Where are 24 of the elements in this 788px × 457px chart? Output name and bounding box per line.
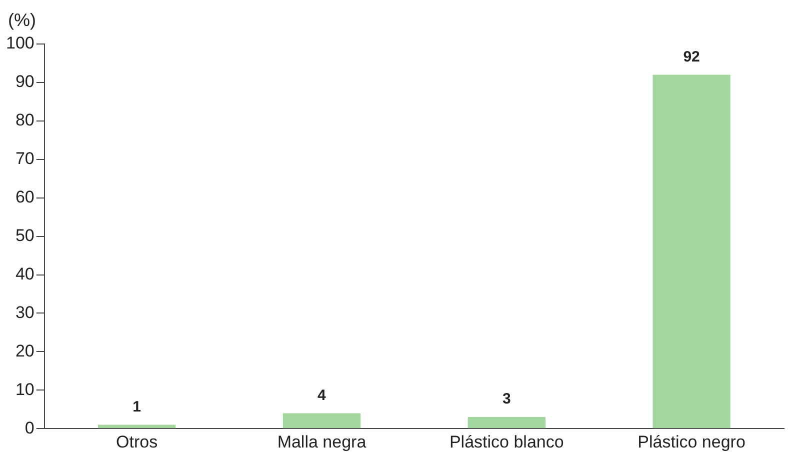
y-axis-title: (%) [8, 10, 36, 30]
bar [282, 413, 361, 428]
y-tick-label: 20 [15, 341, 34, 360]
y-tick-label: 70 [15, 149, 34, 168]
data-label: 4 [318, 386, 327, 404]
data-label: 3 [502, 390, 511, 408]
bar [98, 424, 176, 428]
data-label: 1 [132, 398, 141, 416]
bar [652, 74, 730, 428]
y-tick-label: 50 [15, 226, 34, 245]
x-tick-label: Plástico negro [638, 432, 746, 452]
y-tick-label: 90 [15, 72, 34, 92]
y-tick-label: 60 [15, 188, 34, 207]
y-tick-label: 0 [24, 418, 34, 438]
y-tick-label: 30 [15, 302, 34, 322]
x-tick-label: Otros [116, 432, 158, 452]
data-label: 92 [683, 48, 700, 66]
x-tick-label: Plástico blanco [449, 432, 564, 452]
x-tick-label: Malla negra [277, 432, 367, 452]
bar [468, 417, 546, 428]
y-tick-label: 40 [15, 264, 34, 284]
y-tick-label: 100 [6, 34, 34, 53]
y-tick-label: 80 [15, 110, 34, 130]
y-tick-label: 10 [15, 380, 34, 399]
